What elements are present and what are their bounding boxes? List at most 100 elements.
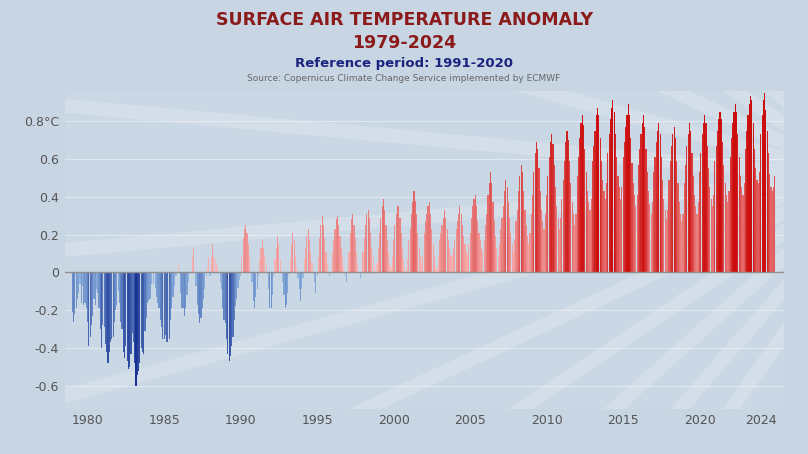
Bar [527, 237, 528, 272]
Bar [611, 108, 612, 272]
Text: Reference period: 1991-2020: Reference period: 1991-2020 [295, 57, 513, 70]
Bar [103, 272, 105, 327]
Bar [73, 272, 74, 321]
Bar [612, 100, 613, 272]
Bar [273, 272, 275, 276]
Bar [162, 272, 163, 339]
Bar [204, 272, 205, 290]
Bar [574, 225, 575, 272]
Bar [456, 229, 457, 272]
Bar [481, 248, 482, 272]
Bar [685, 164, 686, 272]
Bar [78, 272, 79, 293]
Bar [726, 195, 727, 272]
Bar [342, 257, 343, 272]
Bar [763, 100, 764, 272]
Bar [432, 244, 434, 272]
Bar [110, 272, 112, 342]
Bar [719, 112, 721, 272]
Bar [263, 248, 264, 272]
Bar [249, 257, 250, 272]
Bar [326, 263, 328, 272]
Bar [578, 157, 579, 272]
Bar [225, 272, 226, 323]
Bar [736, 112, 737, 272]
Bar [569, 161, 570, 272]
Bar [717, 130, 718, 272]
Bar [302, 272, 304, 278]
Bar [445, 217, 447, 272]
Bar [737, 134, 739, 272]
Bar [187, 272, 189, 282]
Bar [634, 195, 635, 272]
Bar [650, 214, 652, 272]
Bar [765, 110, 767, 272]
Bar [668, 180, 670, 272]
Bar [147, 272, 148, 303]
Bar [546, 195, 547, 272]
Bar [532, 195, 533, 272]
Bar [679, 202, 680, 272]
Bar [292, 232, 293, 272]
Bar [87, 272, 88, 321]
Bar [167, 272, 169, 342]
Bar [398, 206, 399, 272]
Bar [281, 271, 282, 272]
Bar [760, 134, 761, 272]
Bar [754, 149, 755, 272]
Text: Source: Copernicus Climate Change Service implemented by ECMWF: Source: Copernicus Climate Change Servic… [247, 74, 561, 83]
Bar [505, 180, 507, 272]
Bar [439, 240, 440, 272]
Bar [622, 157, 624, 272]
Bar [282, 272, 284, 282]
Bar [374, 266, 375, 272]
Bar [95, 272, 96, 305]
Bar [364, 238, 365, 272]
Bar [133, 272, 134, 342]
Bar [236, 272, 238, 299]
Bar [276, 248, 277, 272]
Bar [145, 272, 147, 318]
Bar [674, 127, 675, 272]
Bar [538, 168, 540, 272]
Bar [743, 183, 745, 272]
Bar [450, 255, 452, 272]
Bar [473, 198, 474, 272]
Bar [662, 180, 663, 272]
Bar [81, 272, 82, 303]
Bar [242, 238, 244, 272]
Bar [255, 272, 256, 297]
Bar [583, 125, 584, 272]
Bar [584, 149, 586, 272]
Bar [498, 255, 499, 272]
Bar [630, 138, 631, 272]
Bar [387, 240, 388, 272]
Bar [694, 195, 695, 272]
Bar [535, 153, 536, 272]
Bar [417, 232, 419, 272]
Bar [275, 259, 276, 272]
Bar [357, 263, 359, 272]
Bar [245, 225, 246, 272]
Text: 1979-2024: 1979-2024 [352, 34, 456, 52]
Bar [493, 202, 494, 272]
Bar [101, 272, 102, 348]
Bar [440, 232, 441, 272]
Bar [405, 266, 406, 272]
Bar [415, 201, 416, 272]
Bar [597, 108, 598, 272]
Bar [315, 272, 317, 293]
Bar [471, 217, 472, 272]
Bar [773, 187, 774, 272]
Bar [390, 266, 392, 272]
Bar [676, 161, 677, 272]
Bar [171, 272, 172, 308]
Bar [86, 272, 87, 308]
Bar [82, 272, 83, 286]
Bar [474, 195, 476, 272]
Bar [564, 161, 565, 272]
Bar [438, 257, 439, 272]
Bar [175, 272, 176, 276]
Bar [176, 272, 178, 276]
Bar [547, 176, 549, 272]
